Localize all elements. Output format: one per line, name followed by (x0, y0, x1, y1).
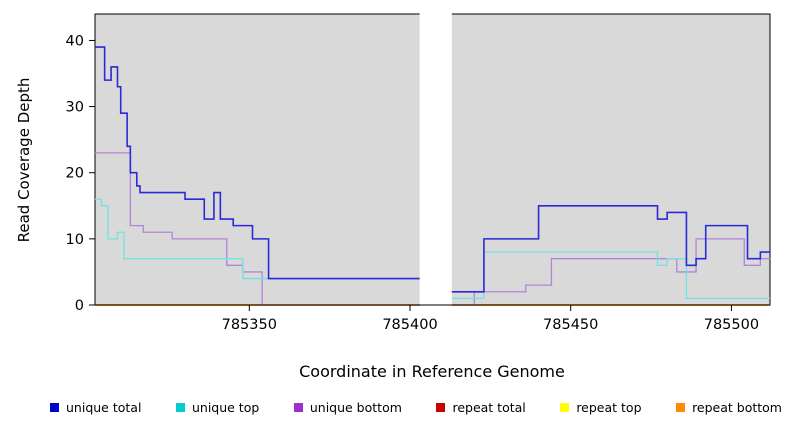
y-axis-label: Read Coverage Depth (15, 77, 33, 243)
x-axis-label: Coordinate in Reference Genome (299, 362, 565, 381)
legend-label: repeat top (576, 400, 642, 415)
x-tick-label: 785400 (382, 317, 437, 333)
series-unique-bottom (451, 238, 770, 306)
y-tick-label: 30 (66, 100, 84, 116)
x-tick-label: 785350 (222, 317, 277, 333)
legend: unique total unique top unique bottom repea… (50, 400, 782, 415)
legend-label: unique bottom (309, 400, 402, 415)
y-tick-label: 10 (66, 232, 84, 248)
legend-swatch-unique-bottom (293, 403, 303, 412)
legend-label: unique total (66, 400, 142, 415)
legend-item-unique-total: unique total (50, 400, 141, 415)
legend-label: repeat bottom (692, 400, 782, 415)
series-unique-total (95, 46, 420, 280)
legend-swatch-unique-top (175, 403, 185, 412)
series-unique-top (95, 198, 420, 280)
legend-swatch-repeat-bottom (676, 403, 686, 412)
legend-item-repeat-total: repeat total (436, 400, 526, 415)
x-tick-label: 785450 (543, 317, 598, 333)
missing-data-gap (419, 8, 452, 305)
x-tick-label: 785500 (704, 317, 759, 333)
legend-label: unique top (191, 400, 260, 415)
legend-swatch-repeat-top (560, 403, 570, 412)
series-unique-bottom (95, 152, 420, 306)
legend-label: repeat total (452, 400, 526, 415)
legend-item-unique-top: unique top (175, 400, 260, 415)
legend-item-repeat-bottom: repeat bottom (676, 400, 782, 415)
legend-item-repeat-top: repeat top (560, 400, 642, 415)
y-tick-label: 0 (75, 298, 84, 314)
y-tick-label: 40 (66, 33, 84, 49)
legend-swatch-repeat-total (436, 403, 446, 412)
series-unique-total (451, 204, 770, 293)
legend-swatch-unique-total (50, 403, 59, 412)
y-tick-label: 20 (66, 166, 84, 182)
legend-item-unique-bottom: unique bottom (293, 400, 402, 415)
